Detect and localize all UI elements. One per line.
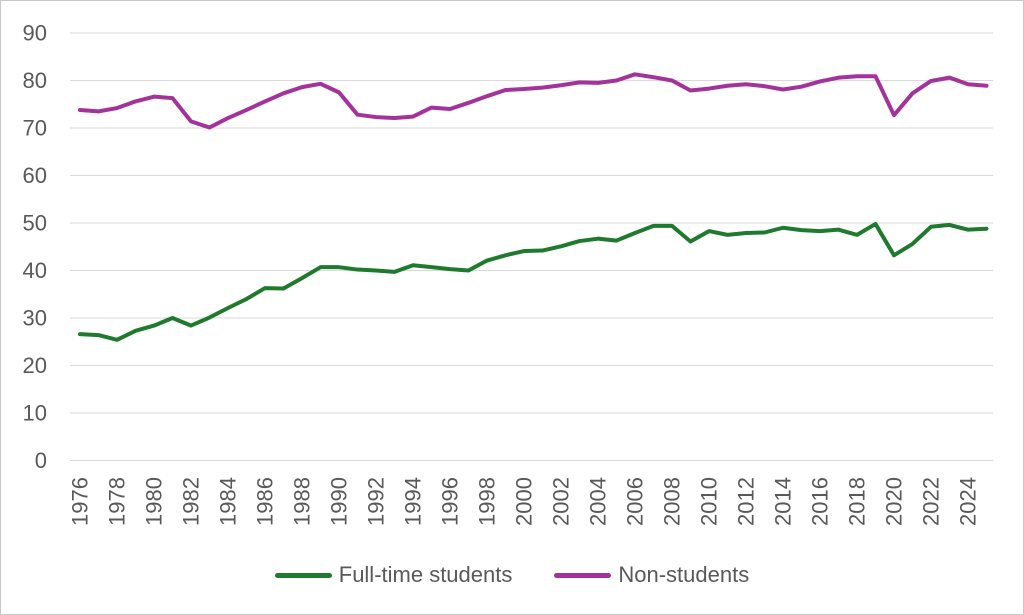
x-axis-label-1978: 1978 — [105, 477, 130, 526]
y-axis-label-30: 30 — [23, 306, 47, 331]
x-axis-label-2010: 2010 — [697, 477, 722, 526]
y-axis-label-20: 20 — [23, 353, 47, 378]
series-line-full-time-students — [78, 221, 989, 342]
x-axis-label-2004: 2004 — [586, 477, 611, 526]
x-axis-label-2006: 2006 — [623, 477, 648, 526]
series-line-non-students — [78, 72, 989, 130]
y-axis-label-10: 10 — [23, 401, 47, 426]
x-axis-label-1976: 1976 — [68, 477, 93, 526]
legend-item-non-students: Non-students — [554, 562, 749, 588]
x-axis-label-1998: 1998 — [475, 477, 500, 526]
x-axis-label-2018: 2018 — [845, 477, 870, 526]
x-axis-label-1996: 1996 — [438, 477, 463, 526]
legend-swatch-full-time-students — [274, 572, 332, 578]
y-axis-label-0: 0 — [35, 448, 47, 473]
y-axis-label-90: 90 — [23, 21, 47, 46]
legend-label-non-students: Non-students — [618, 562, 750, 587]
x-axis-label-1990: 1990 — [327, 477, 352, 526]
x-axis-label-1982: 1982 — [179, 477, 204, 526]
x-axis-label-1986: 1986 — [253, 477, 278, 526]
x-axis-label-2002: 2002 — [549, 477, 574, 526]
x-axis-label-1988: 1988 — [290, 477, 315, 526]
y-axis-label-60: 60 — [23, 163, 47, 188]
legend-item-full-time-students: Full-time students — [274, 562, 513, 588]
x-axis-label-2014: 2014 — [771, 477, 796, 526]
y-axis-label-40: 40 — [23, 258, 47, 283]
x-axis-label-1980: 1980 — [142, 477, 167, 526]
x-axis-label-1992: 1992 — [364, 477, 389, 526]
y-axis-label-50: 50 — [23, 211, 47, 236]
x-axis-label-2024: 2024 — [956, 477, 981, 526]
legend-label-full-time-students: Full-time students — [338, 562, 513, 587]
x-axis-label-2012: 2012 — [734, 477, 759, 526]
x-axis-label-2016: 2016 — [808, 477, 833, 526]
legend-swatch-non-students — [554, 572, 612, 578]
x-axis-label-1994: 1994 — [401, 477, 426, 526]
chart-legend: Full-time students Non-students — [1, 559, 1023, 591]
x-axis-label-2008: 2008 — [660, 477, 685, 526]
x-axis-label-2020: 2020 — [882, 477, 907, 526]
x-axis-label-2022: 2022 — [919, 477, 944, 526]
x-axis-label-2000: 2000 — [512, 477, 537, 526]
y-axis-label-70: 70 — [23, 116, 47, 141]
y-axis-label-80: 80 — [23, 68, 47, 93]
x-axis-label-1984: 1984 — [216, 477, 241, 526]
